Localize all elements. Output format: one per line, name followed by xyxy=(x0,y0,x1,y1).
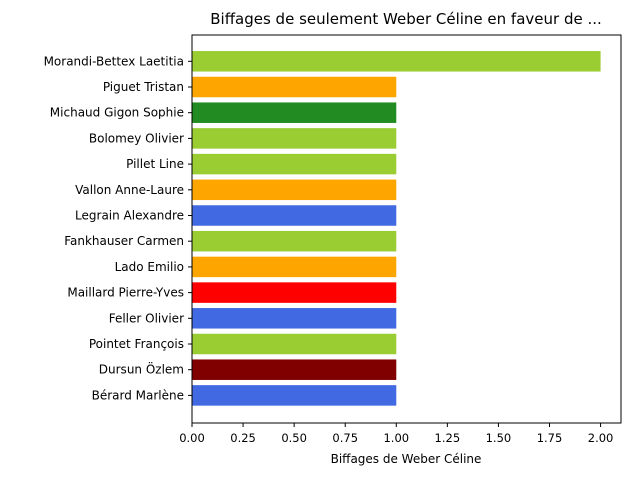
x-tick-label: 0.25 xyxy=(230,431,256,445)
y-tick-label: Pointet François xyxy=(89,337,184,351)
y-tick-label: Bérard Marlène xyxy=(92,388,184,402)
bar xyxy=(192,385,397,406)
x-tick-label: 0.50 xyxy=(281,431,307,445)
bar xyxy=(192,153,397,175)
y-tick-labels: Morandi-Bettex Laetitia Piguet Tristan Mic… xyxy=(44,54,192,402)
y-tick-label: Piguet Tristan xyxy=(103,80,184,94)
x-tick-label: 2.00 xyxy=(588,431,614,445)
y-tick-label: Bolomey Olivier xyxy=(89,131,184,145)
bar xyxy=(192,205,397,226)
x-tick-label: 1.50 xyxy=(486,431,512,445)
bar xyxy=(192,333,397,355)
x-tick-label: 1.25 xyxy=(435,431,461,445)
plot-frame xyxy=(191,34,622,424)
bar xyxy=(192,256,397,278)
bar xyxy=(192,102,397,123)
x-axis-label: Biffages de Weber Céline xyxy=(331,452,482,466)
bar xyxy=(192,51,601,72)
bars-group xyxy=(192,51,601,406)
bar xyxy=(192,179,397,201)
x-tick-label: 1.75 xyxy=(537,431,563,445)
bar xyxy=(192,308,397,329)
y-tick-label: Michaud Gigon Sophie xyxy=(50,106,184,120)
y-tick-label: Dursun Özlem xyxy=(99,361,184,377)
x-tick-labels: 0.00 0.25 0.50 0.75 1.00 1.25 1.50 1.75 2.00 xyxy=(179,423,613,445)
y-tick-label: Maillard Pierre-Yves xyxy=(67,286,184,300)
y-tick-label: Legrain Alexandre xyxy=(75,209,184,223)
y-tick-label: Pillet Line xyxy=(126,157,184,171)
bar xyxy=(192,230,397,252)
y-tick-label: Feller Olivier xyxy=(109,311,184,325)
x-tick-label: 1.00 xyxy=(383,431,409,445)
bar xyxy=(192,128,397,149)
chart-title: Biffages de seulement Weber Céline en fa… xyxy=(210,10,602,28)
bar xyxy=(192,76,397,98)
y-tick-label: Vallon Anne-Laure xyxy=(75,183,184,197)
x-tick-label: 0.75 xyxy=(332,431,358,445)
y-tick-label: Fankhauser Carmen xyxy=(64,234,184,248)
y-tick-label: Lado Emilio xyxy=(115,260,184,274)
y-tick-label: Morandi-Bettex Laetitia xyxy=(44,54,184,68)
bar xyxy=(192,282,397,303)
bar xyxy=(192,359,397,380)
x-tick-label: 0.00 xyxy=(179,431,205,445)
